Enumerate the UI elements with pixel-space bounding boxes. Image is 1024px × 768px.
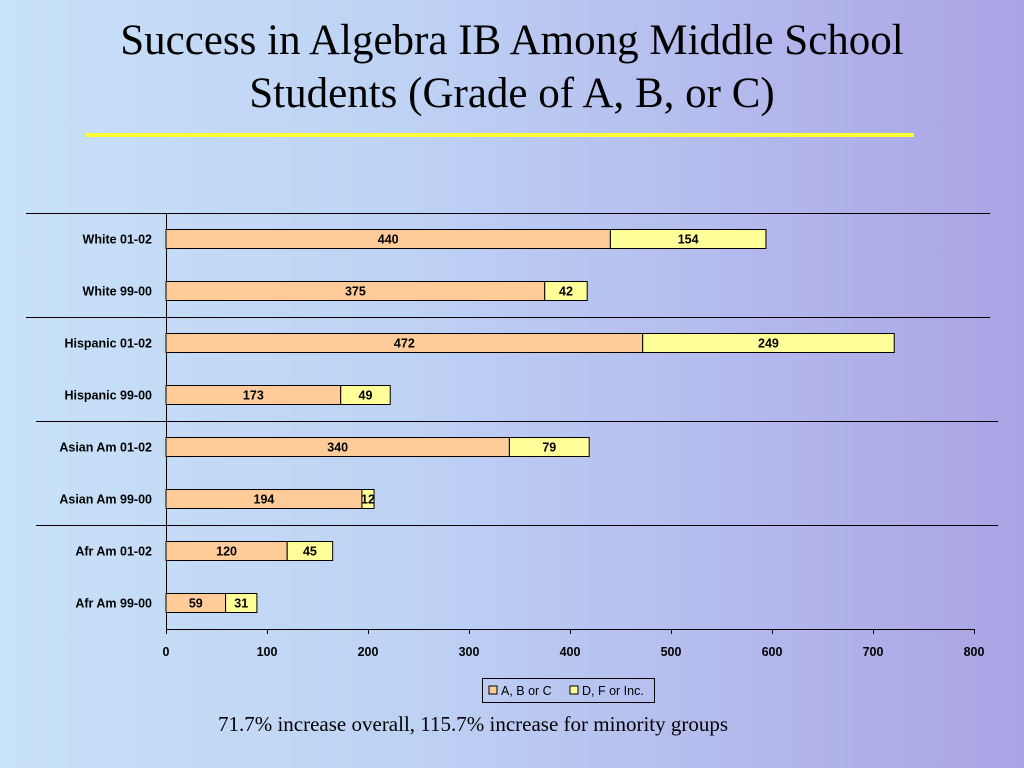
bar-segment	[340, 385, 391, 405]
x-tick-label: 0	[163, 645, 170, 659]
x-tick-label: 800	[964, 645, 985, 659]
title-underline	[86, 133, 914, 137]
data-label: 173	[243, 389, 264, 403]
bar-segment	[361, 489, 375, 509]
x-tick-label: 300	[459, 645, 480, 659]
data-label: 59	[189, 597, 203, 611]
data-label: 375	[345, 285, 366, 299]
x-tick-label: 500	[661, 645, 682, 659]
data-label: 340	[327, 441, 348, 455]
data-label: 79	[542, 441, 556, 455]
data-label: 249	[758, 337, 779, 351]
legend-swatch	[569, 685, 579, 695]
title-line-1: Success in Algebra IB Among Middle Schoo…	[120, 17, 904, 64]
slide-title: Success in Algebra IB Among Middle Schoo…	[0, 14, 1024, 120]
legend-box	[482, 678, 655, 703]
x-tick-label: 600	[762, 645, 783, 659]
legend-label: A, B or C	[501, 684, 552, 698]
data-label: 42	[559, 285, 573, 299]
category-label: Asian Am 99-00	[59, 493, 152, 507]
data-label: 120	[216, 545, 237, 559]
x-tick-label: 100	[257, 645, 278, 659]
data-label: 49	[359, 389, 373, 403]
category-label: Afr Am 01-02	[75, 545, 152, 559]
legend-swatch	[488, 685, 498, 695]
category-label: Asian Am 01-02	[59, 441, 152, 455]
bar-segment	[544, 281, 588, 301]
data-label: 12	[361, 493, 375, 507]
data-label: 440	[378, 233, 399, 247]
data-label: 194	[254, 493, 275, 507]
legend-label: D, F or Inc.	[582, 684, 644, 698]
x-tick-label: 700	[863, 645, 884, 659]
data-label: 31	[234, 597, 248, 611]
category-label: Hispanic 99-00	[64, 389, 152, 403]
category-label: Afr Am 99-00	[75, 597, 152, 611]
bar-segment	[609, 229, 767, 249]
bar-segment	[286, 541, 334, 561]
data-label: 154	[678, 233, 699, 247]
title-line-2: Students (Grade of A, B, or C)	[249, 70, 775, 117]
footnote: 71.7% increase overall, 115.7% increase …	[217, 712, 729, 736]
category-label: Hispanic 01-02	[64, 337, 152, 351]
category-label: White 01-02	[83, 233, 153, 247]
category-label: White 99-00	[83, 285, 153, 299]
x-tick-label: 200	[358, 645, 379, 659]
bar-segment	[225, 593, 258, 613]
data-label: 472	[394, 337, 415, 351]
data-label: 45	[303, 545, 317, 559]
bar-segment	[508, 437, 590, 457]
bar-segment	[642, 333, 895, 353]
x-tick-label: 400	[560, 645, 581, 659]
